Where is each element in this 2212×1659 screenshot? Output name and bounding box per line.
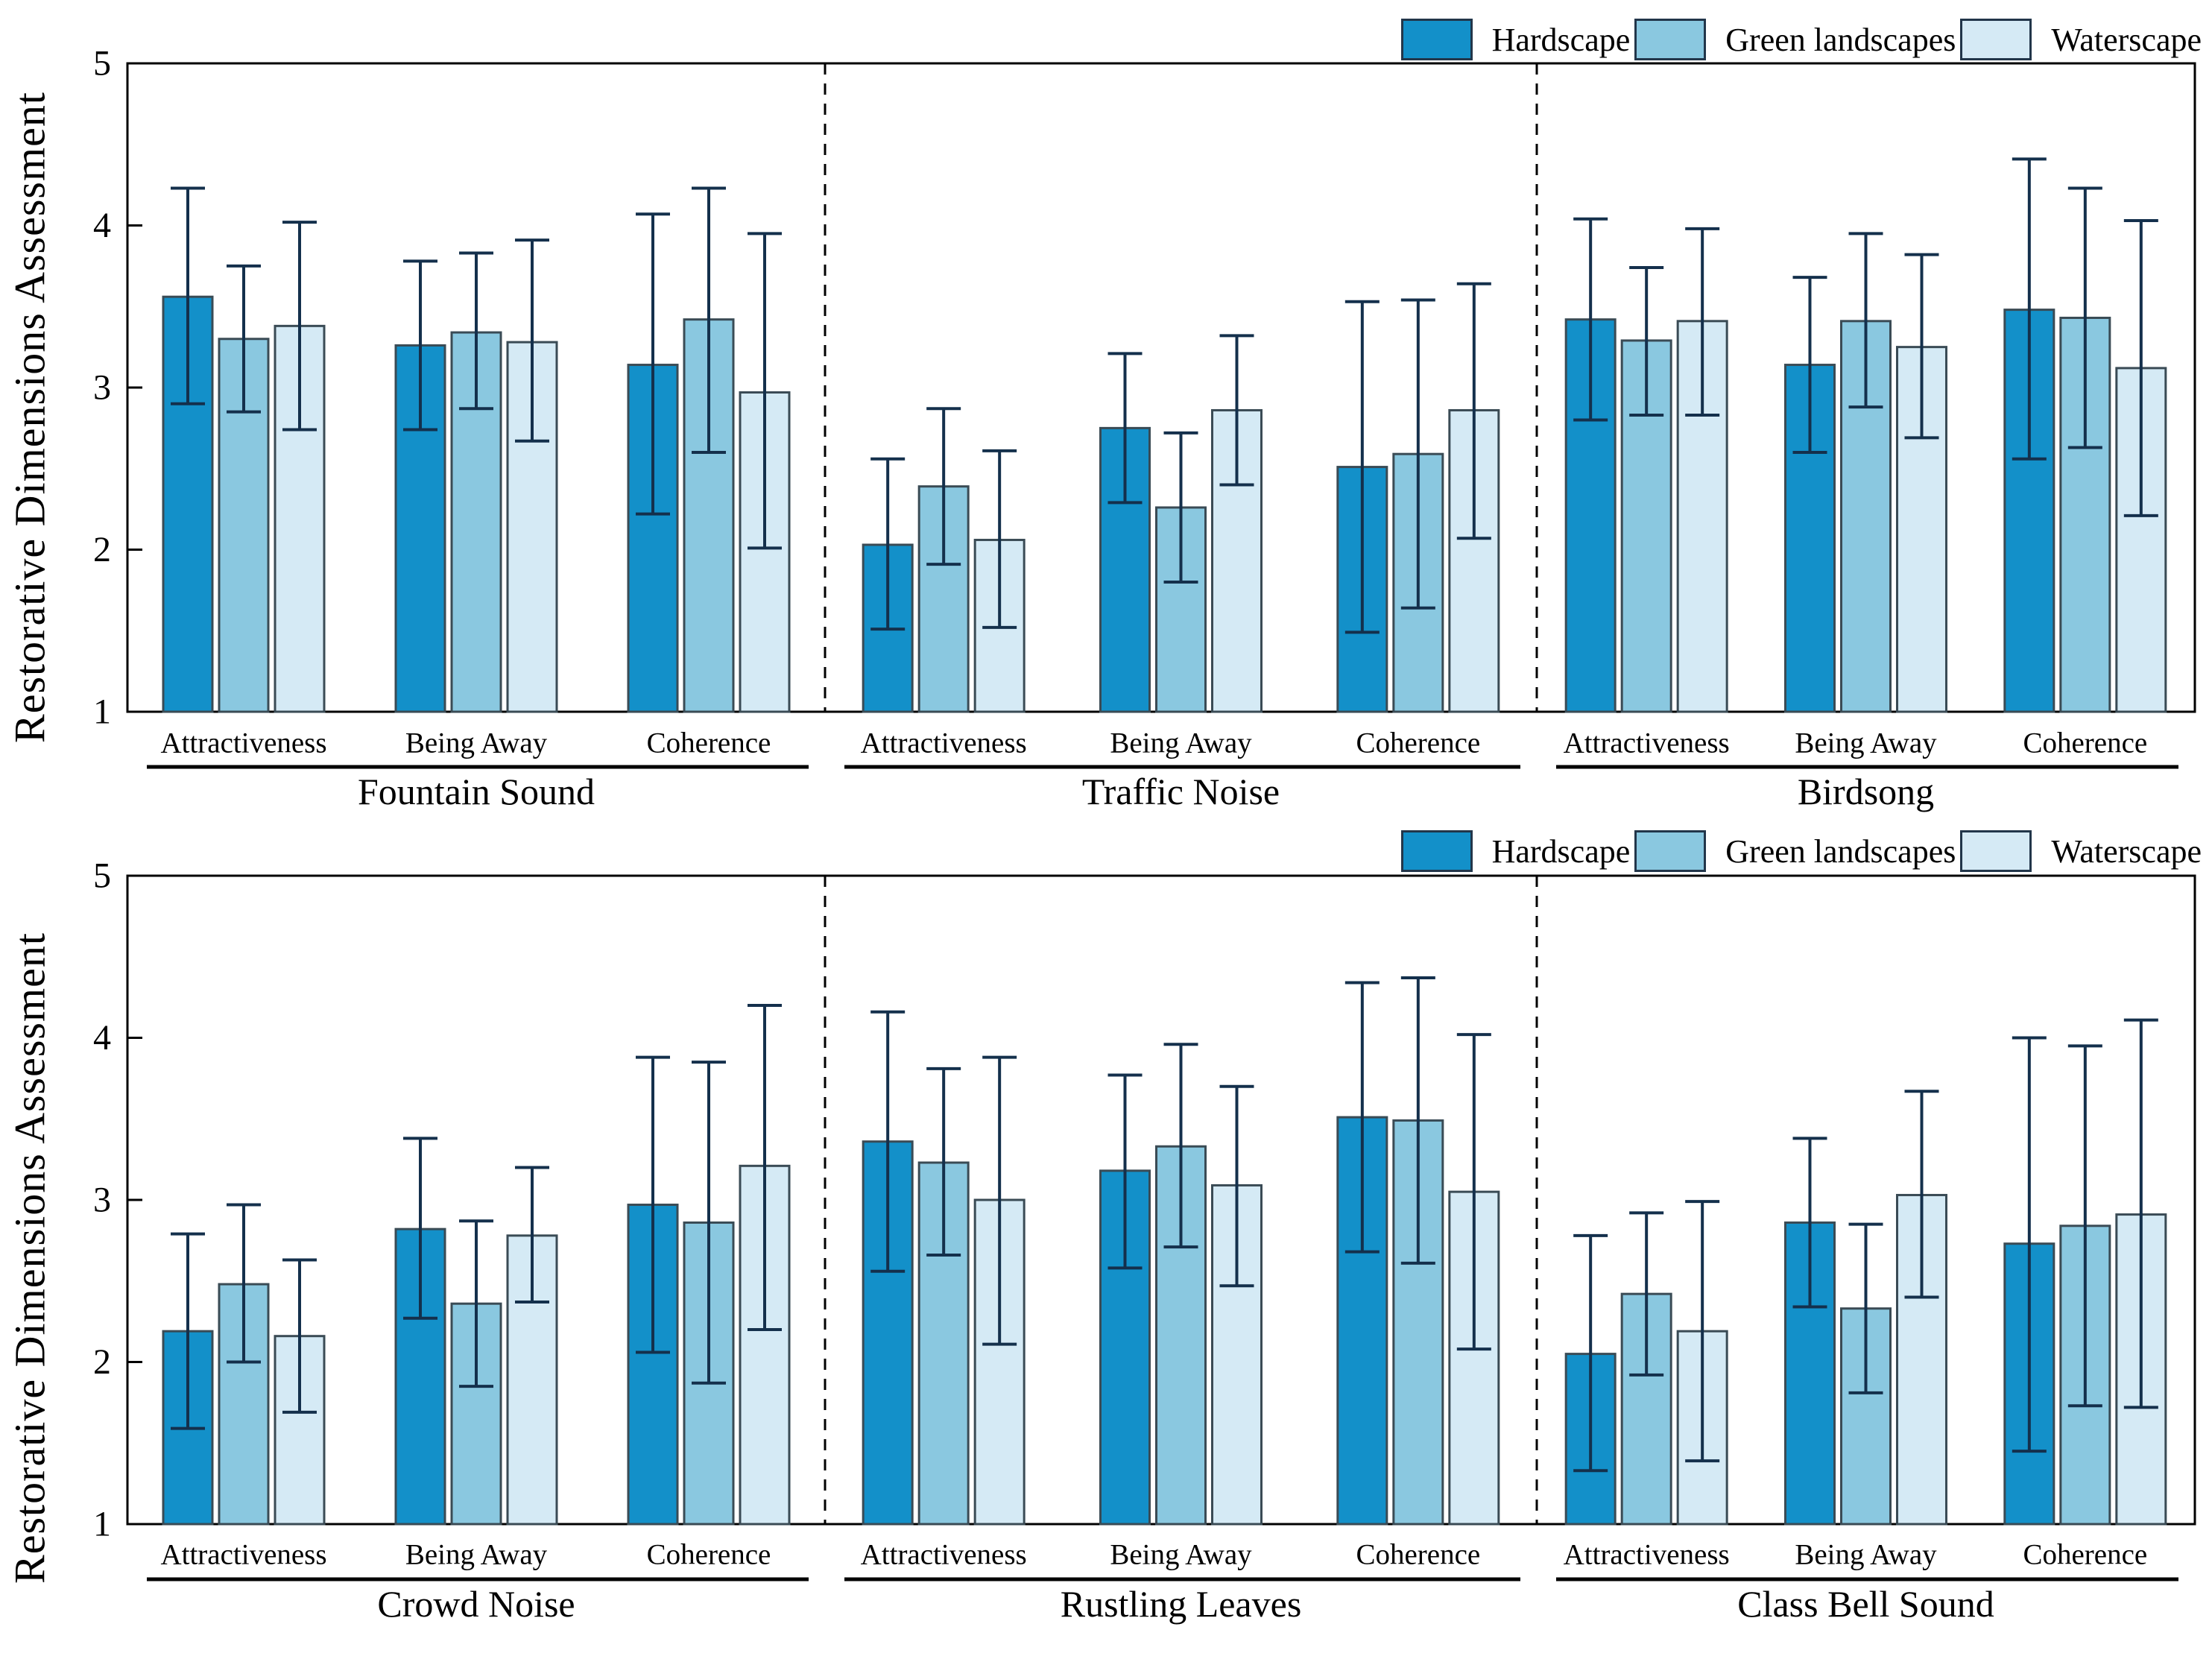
- bar-green-landscapes: [1620, 339, 1672, 713]
- section-title: Fountain Sound: [358, 771, 595, 812]
- category-label: Being Away: [1110, 727, 1252, 759]
- y-tick-label: 3: [93, 1181, 111, 1220]
- category-label: Attractiveness: [861, 1539, 1027, 1571]
- legend-label-waterscape: Waterscape: [2051, 832, 2202, 870]
- category-label: Being Away: [405, 727, 548, 759]
- category-label: Coherence: [647, 1539, 771, 1571]
- panel-top: 1 2 3 4 5 Attractiveness Being Away Coherence Fo…: [93, 44, 2196, 812]
- category-label: Attractiveness: [160, 1539, 326, 1571]
- y-tick-label: 2: [93, 530, 111, 569]
- y-tick-label: 5: [93, 44, 111, 83]
- y-tick-label: 1: [93, 692, 111, 732]
- category-label: Attractiveness: [1564, 727, 1730, 759]
- bar-waterscape: [1211, 1184, 1263, 1526]
- y-tick-label: 1: [93, 1505, 111, 1544]
- y-tick-label: 5: [93, 856, 111, 896]
- legend-label-green-landscapes: Green landscapes: [1725, 21, 1956, 58]
- legend-swatch-green-landscapes: [1634, 830, 1707, 872]
- section-title: Rustling Leaves: [1061, 1583, 1302, 1625]
- legend-label-green-landscapes: Green landscapes: [1725, 832, 1956, 870]
- bar-hardscape: [1564, 318, 1617, 713]
- category-label: Being Away: [1795, 727, 1937, 759]
- section-title: Class Bell Sound: [1737, 1583, 1994, 1625]
- legend-swatch-hardscape: [1400, 830, 1473, 872]
- category-label: Coherence: [1356, 727, 1480, 759]
- y-tick-label: 4: [93, 206, 111, 245]
- y-tick-label: 4: [93, 1018, 111, 1058]
- panel-bottom: 1 2 3 4 5 Attractiveness Being Away Coherence Cr…: [93, 856, 2196, 1625]
- legend-top: Hardscape Green landscapes Waterscape: [1400, 19, 2206, 60]
- legend-label-waterscape: Waterscape: [2051, 21, 2202, 58]
- category-label: Being Away: [1795, 1539, 1937, 1571]
- category-label: Attractiveness: [1564, 1539, 1730, 1571]
- section-title: Traffic Noise: [1082, 771, 1280, 812]
- category-label: Coherence: [1356, 1539, 1480, 1571]
- legend-swatch-hardscape: [1400, 19, 1473, 60]
- legend-swatch-waterscape: [1960, 19, 2032, 60]
- category-label: Attractiveness: [861, 727, 1027, 759]
- section-title: Birdsong: [1798, 771, 1934, 812]
- category-label: Being Away: [1110, 1539, 1252, 1571]
- legend-swatch-waterscape: [1960, 830, 2032, 872]
- legend-label-hardscape: Hardscape: [1491, 21, 1631, 58]
- category-label: Coherence: [2023, 727, 2147, 759]
- category-label: Being Away: [405, 1539, 548, 1571]
- category-label: Coherence: [2023, 1539, 2147, 1571]
- legend-swatch-green-landscapes: [1634, 19, 1707, 60]
- y-tick-label: 3: [93, 368, 111, 408]
- section-title: Crowd Noise: [377, 1583, 575, 1625]
- legend-label-hardscape: Hardscape: [1491, 832, 1631, 870]
- category-label: Attractiveness: [160, 727, 326, 759]
- y-tick-label: 2: [93, 1342, 111, 1382]
- category-label: Coherence: [647, 727, 771, 759]
- legend-bottom: Hardscape Green landscapes Waterscape: [1400, 830, 2206, 872]
